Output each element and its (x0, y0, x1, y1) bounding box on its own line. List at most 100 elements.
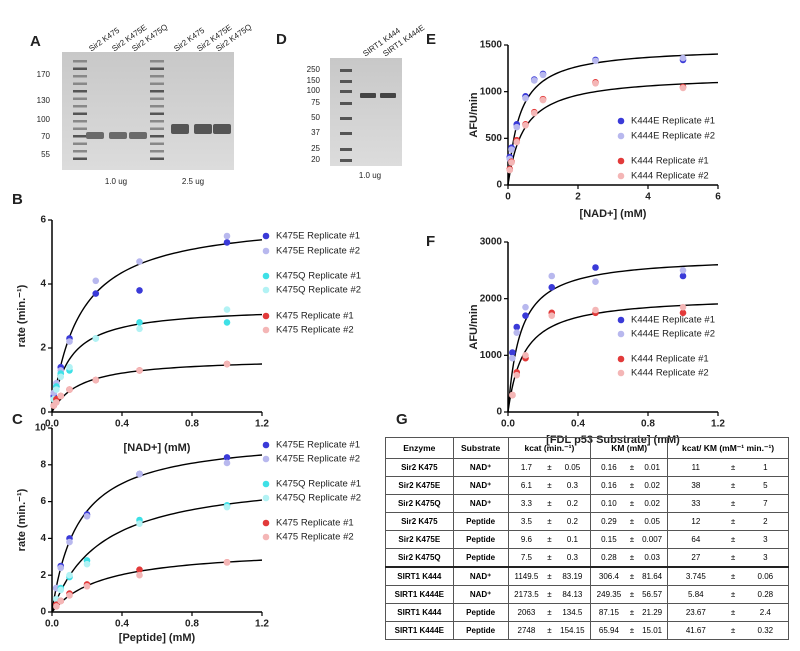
legend-marker (262, 494, 270, 502)
plus-minus: ± (544, 476, 555, 495)
value-cell: 1149.5 (507, 566, 545, 586)
y-tick-label: 1000 (480, 350, 503, 361)
data-point (539, 96, 547, 104)
data-point (66, 363, 73, 371)
kinetics-table: Enzyme Substrate kcat (min.⁻¹) KM (mM) kcat/… (385, 437, 789, 640)
data-point (223, 232, 231, 240)
marker-label: 100 (307, 86, 321, 95)
legend-label: K444 Replicate #2 (631, 171, 709, 182)
header-cell: KM (mM) (590, 437, 669, 459)
error-cell: 2 (742, 512, 789, 531)
ladder-band (73, 82, 87, 85)
plus-minus: ± (723, 512, 743, 531)
load-label: 1.0 ug (105, 177, 127, 186)
plus-minus: ± (544, 494, 555, 513)
error-cell: 0.05 (554, 458, 591, 477)
protein-band (129, 132, 147, 139)
x-tick-label: 0.0 (45, 419, 59, 430)
plus-minus: ± (544, 621, 555, 640)
value-cell: 306.4 (590, 566, 627, 586)
data-point (513, 371, 521, 379)
legend-marker (262, 232, 270, 240)
data-point (57, 392, 65, 400)
substrate-cell: NAD⁺ (452, 476, 509, 495)
marker-label: 20 (311, 155, 320, 164)
plus-minus: ± (544, 548, 555, 568)
data-point (83, 560, 91, 568)
table-row: SIRT1 K444 Peptide 2063 ±134.5 87.15 ±21.29 23… (385, 603, 789, 622)
marker-label: 150 (307, 76, 321, 85)
y-tick-label: 500 (485, 133, 502, 144)
substrate-cell: Peptide (452, 512, 509, 531)
ladder-band (73, 67, 87, 70)
ladder-band (73, 97, 87, 100)
header-cell: kcat/ KM (mM⁻¹ min.⁻¹) (667, 437, 789, 459)
value-cell: 0.16 (590, 458, 627, 477)
substrate-cell: Peptide (452, 548, 509, 568)
plus-minus: ± (626, 603, 638, 622)
data-point (513, 123, 521, 131)
data-point (679, 84, 687, 92)
data-point (136, 367, 143, 374)
plus-minus: ± (544, 512, 555, 531)
marker-label: 55 (41, 150, 50, 159)
x-tick-label: 1.2 (711, 419, 725, 430)
data-point (92, 376, 100, 384)
ladder-band (73, 150, 87, 153)
data-point (522, 303, 529, 311)
fit-curve (51, 313, 263, 413)
plus-minus: ± (544, 585, 555, 604)
y-axis-label: rate (min.⁻¹) (16, 488, 28, 551)
enzyme-cell: Sir2 K475E (385, 530, 454, 549)
data-point (513, 323, 521, 331)
error-cell: 84.13 (554, 585, 591, 604)
y-tick-label: 0 (496, 407, 502, 418)
data-point (592, 278, 599, 285)
x-tick-label: 0.8 (185, 419, 199, 430)
ladder-band (340, 159, 352, 162)
data-point (66, 571, 73, 579)
plus-minus: ± (626, 458, 638, 477)
marker-label: 130 (37, 96, 51, 105)
error-cell: 0.3 (554, 548, 591, 568)
ladder-band (340, 69, 352, 72)
y-axis-label: AFU/min (468, 304, 480, 350)
data-point (548, 312, 556, 319)
legend-label: K444E Replicate #2 (631, 131, 715, 142)
data-point (223, 319, 231, 326)
data-point (66, 386, 73, 393)
y-tick-label: 2 (40, 570, 46, 581)
table-row: Sir2 K475Q NAD⁺ 3.3 ±0.2 0.10 ±0.02 33 ±7 (385, 494, 789, 513)
data-point (679, 303, 687, 311)
panel-label: B (12, 191, 23, 208)
legend-label: K475Q Replicate #1 (276, 479, 361, 490)
data-point (136, 470, 143, 478)
table-row: SIRT1 K444E NAD⁺ 2173.5 ±84.13 249.35 ±56.57 5… (385, 585, 789, 604)
value-cell: 9.6 (507, 530, 545, 549)
error-cell: 15.01 (637, 621, 668, 640)
ladder-band (150, 142, 164, 145)
enzyme-cell: Sir2 K475 (385, 512, 454, 531)
x-tick-label: 0.8 (185, 619, 199, 630)
legend-marker (262, 286, 270, 294)
y-tick-label: 8 (40, 459, 46, 470)
legend-label: K475 Replicate #1 (276, 518, 354, 529)
protein-band (360, 93, 376, 98)
enzyme-cell: SIRT1 K444 (385, 603, 454, 622)
legend-label: K444E Replicate #2 (631, 329, 715, 340)
plus-minus: ± (544, 603, 555, 622)
fit-curve (51, 499, 263, 613)
data-point (509, 354, 516, 362)
value-cell: 2748 (507, 621, 545, 640)
legend-label: K475E Replicate #2 (276, 246, 360, 257)
error-cell: 0.02 (637, 494, 668, 513)
data-point (223, 306, 231, 313)
plus-minus: ± (626, 621, 638, 640)
plus-minus: ± (723, 566, 743, 586)
error-cell: 5 (742, 476, 789, 495)
y-tick-label: 6 (40, 496, 46, 507)
fit-curve (51, 363, 263, 413)
ladder-band (150, 105, 164, 108)
legend-marker (262, 519, 270, 527)
substrate-cell: Peptide (452, 603, 509, 622)
